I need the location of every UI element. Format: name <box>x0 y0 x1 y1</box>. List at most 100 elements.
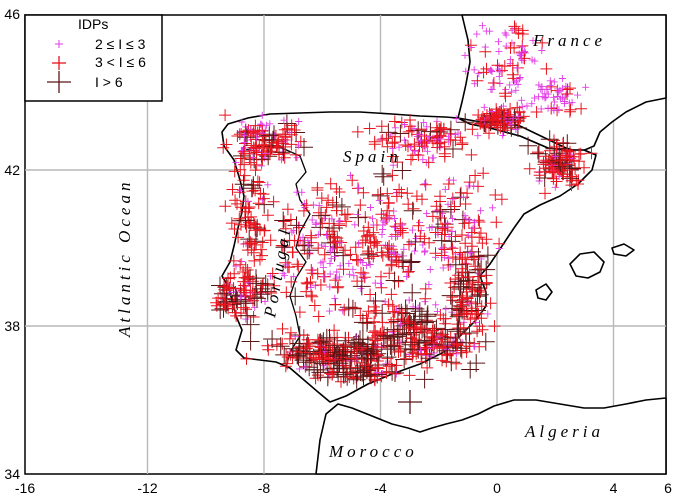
intensity-marker <box>268 279 281 292</box>
intensity-marker <box>438 329 457 347</box>
intensity-marker <box>312 219 320 227</box>
intensity-marker <box>438 228 451 241</box>
intensity-marker <box>431 137 444 150</box>
intensity-marker <box>495 110 508 123</box>
intensity-marker <box>323 231 330 239</box>
intensity-marker <box>537 158 550 171</box>
intensity-marker <box>518 56 526 64</box>
intensity-marker <box>489 189 502 201</box>
intensity-marker <box>572 178 584 190</box>
intensity-marker <box>382 196 395 209</box>
intensity-marker <box>465 231 478 244</box>
intensity-marker <box>422 156 435 169</box>
intensity-marker <box>244 156 257 169</box>
intensity-marker <box>507 121 515 128</box>
intensity-marker <box>262 343 275 356</box>
intensity-marker <box>406 299 425 318</box>
intensity-marker <box>227 254 240 267</box>
intensity-marker <box>285 128 298 141</box>
intensity-marker <box>331 281 344 294</box>
intensity-marker <box>466 305 479 318</box>
intensity-marker <box>420 347 433 360</box>
intensity-marker <box>349 302 362 314</box>
intensity-marker <box>543 85 551 93</box>
intensity-marker <box>393 183 406 196</box>
intensity-marker <box>239 271 252 284</box>
intensity-marker <box>364 236 377 249</box>
intensity-marker <box>247 125 260 138</box>
intensity-marker <box>395 316 414 335</box>
intensity-marker <box>470 285 489 304</box>
intensity-marker <box>391 124 410 143</box>
intensity-marker <box>402 125 415 138</box>
intensity-marker <box>402 266 415 279</box>
intensity-marker <box>340 215 353 228</box>
intensity-marker <box>338 303 351 316</box>
intensity-marker <box>478 246 497 265</box>
intensity-marker <box>401 253 420 272</box>
intensity-marker <box>426 325 439 337</box>
legend-label-low: 2 ≤ I ≤ 3 <box>95 36 146 52</box>
intensity-marker <box>445 233 453 241</box>
intensity-marker <box>534 93 542 101</box>
y-axis: 46 42 38 34 <box>4 6 20 482</box>
intensity-marker <box>233 186 246 199</box>
intensity-marker <box>371 186 390 205</box>
intensity-marker <box>501 29 509 37</box>
intensity-marker <box>400 136 408 144</box>
intensity-marker <box>368 135 381 148</box>
intensity-marker <box>249 184 262 197</box>
intensity-marker <box>495 47 503 55</box>
intensity-marker <box>300 276 313 289</box>
intensity-marker <box>328 324 341 337</box>
intensity-marker <box>371 239 384 252</box>
x-tick-label: 4 <box>610 480 618 496</box>
intensity-marker <box>271 337 290 356</box>
intensity-marker <box>432 301 440 309</box>
intensity-marker <box>550 140 563 153</box>
intensity-marker <box>233 212 246 225</box>
intensity-marker <box>448 228 456 235</box>
intensity-marker <box>217 141 230 154</box>
intensity-marker <box>345 260 353 268</box>
intensity-marker <box>334 365 353 384</box>
intensity-marker <box>393 325 412 344</box>
intensity-marker <box>560 151 572 164</box>
intensity-marker <box>426 266 434 273</box>
x-tick-label: 0 <box>493 480 501 496</box>
intensity-marker <box>265 287 278 299</box>
intensity-marker <box>359 234 372 247</box>
intensity-marker <box>250 158 263 171</box>
intensity-marker <box>459 237 472 250</box>
intensity-marker <box>326 225 339 238</box>
intensity-marker <box>558 75 566 82</box>
intensity-marker <box>457 298 469 311</box>
intensity-marker <box>523 162 536 175</box>
intensity-marker <box>354 199 367 212</box>
intensity-marker <box>361 366 379 384</box>
intensity-marker <box>244 176 263 195</box>
intensity-marker <box>227 282 240 295</box>
intensity-marker <box>499 102 507 110</box>
intensity-marker <box>263 121 271 129</box>
intensity-marker <box>483 127 495 140</box>
intensity-marker <box>364 288 377 301</box>
intensity-marker <box>408 322 421 335</box>
intensity-marker <box>461 187 474 200</box>
intensity-marker <box>472 319 480 327</box>
intensity-marker <box>356 257 364 265</box>
intensity-marker <box>451 131 459 139</box>
intensity-marker <box>437 123 450 136</box>
intensity-marker <box>325 307 333 315</box>
intensity-marker <box>239 137 251 150</box>
intensity-marker <box>247 311 260 323</box>
intensity-marker <box>473 30 481 38</box>
intensity-marker <box>235 307 247 320</box>
intensity-marker <box>330 204 343 217</box>
intensity-marker <box>286 287 305 306</box>
intensity-marker <box>401 121 408 128</box>
intensity-marker <box>327 346 346 365</box>
intensity-marker <box>375 208 388 221</box>
intensity-marker <box>564 103 577 116</box>
intensity-marker <box>312 242 325 255</box>
